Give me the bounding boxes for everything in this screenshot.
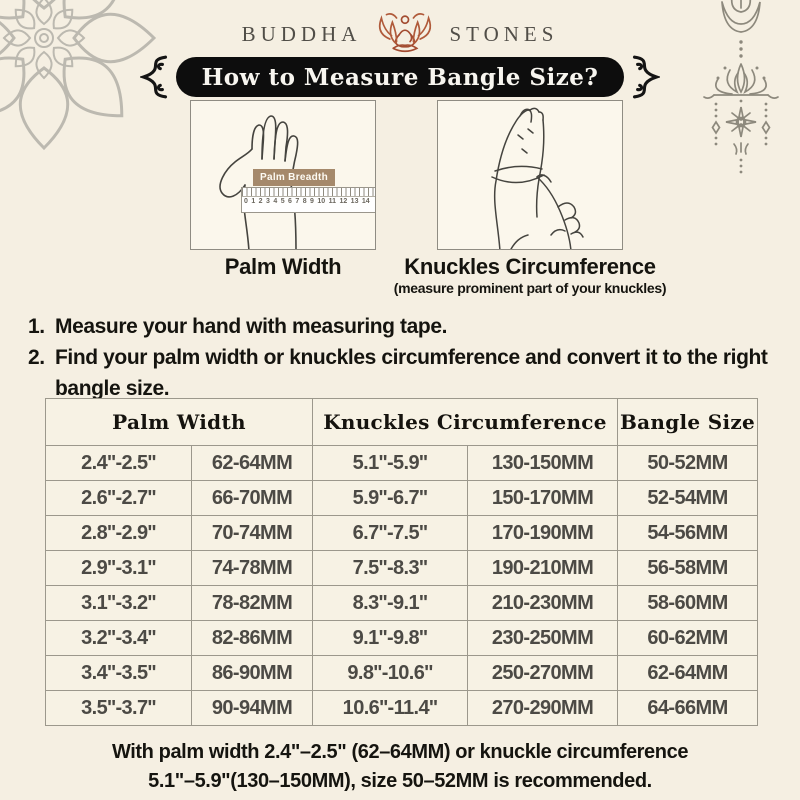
hands-measuring-icon xyxy=(491,107,584,249)
table-cell: 9.8''-10.6'' xyxy=(312,655,468,691)
table-cell: 3.4''-3.5'' xyxy=(45,655,192,691)
lotus-ornament-icon xyxy=(703,0,779,174)
table-row: 2.4''-2.5'' 62-64MM 5.1''-5.9'' 130-150MM 50… xyxy=(45,445,758,481)
recommendation-line-1: With palm width 2.4"–2.5" (62–64MM) or k… xyxy=(111,741,689,763)
table-cell: 3.2''-3.4'' xyxy=(45,620,192,656)
instruction-text: Find your palm width or knuckles circumf… xyxy=(55,346,768,401)
column-header-knuckles: Knuckles Circumference xyxy=(312,398,618,446)
table-cell: 190-210MM xyxy=(467,550,618,586)
table-cell: 62-64MM xyxy=(617,655,758,691)
table-cell: 130-150MM xyxy=(467,445,618,481)
column-header-bangle-size: Bangle Size xyxy=(617,398,758,446)
palm-width-caption: Palm Width xyxy=(224,254,342,279)
instruction-item: 2. Find your palm width or knuckles circ… xyxy=(28,342,788,404)
page-title: How to Measure Bangle Size? xyxy=(175,57,625,97)
table-cell: 52-54MM xyxy=(617,480,758,516)
table-row: 2.6''-2.7'' 66-70MM 5.9''-6.7'' 150-170MM 52… xyxy=(45,480,758,516)
flourish-left-icon xyxy=(139,55,167,99)
table-cell: 2.4''-2.5'' xyxy=(45,445,192,481)
table-cell: 50-52MM xyxy=(617,445,758,481)
size-conversion-table: Palm Width Knuckles Circumference Bangle… xyxy=(45,398,758,726)
table-row: 3.5''-3.7'' 90-94MM 10.6''-11.4'' 270-290MM… xyxy=(45,690,758,726)
recommendation-note: With palm width 2.4"–2.5" (62–64MM) or k… xyxy=(0,738,800,796)
table-header-row: Palm Width Knuckles Circumference Bangle… xyxy=(45,398,758,446)
table-cell: 70-74MM xyxy=(191,515,313,551)
table-cell: 5.9''-6.7'' xyxy=(312,480,468,516)
table-cell: 86-90MM xyxy=(191,655,313,691)
table-row: 3.2''-3.4'' 82-86MM 9.1''-9.8'' 230-250MM 60… xyxy=(45,620,758,656)
table-cell: 150-170MM xyxy=(467,480,618,516)
table-cell: 5.1''-5.9'' xyxy=(312,445,468,481)
mandala-icon xyxy=(0,0,157,151)
banner-row: How to Measure Bangle Size? xyxy=(0,55,800,99)
table-cell: 78-82MM xyxy=(191,585,313,621)
brand-text-right: STONES xyxy=(449,21,559,46)
instruction-item: 1. Measure your hand with measuring tape… xyxy=(28,311,788,342)
instructions-list: 1. Measure your hand with measuring tape… xyxy=(28,311,788,404)
table-cell: 8.3''-9.1'' xyxy=(312,585,468,621)
table-cell: 170-190MM xyxy=(467,515,618,551)
table-cell: 6.7''-7.5'' xyxy=(312,515,468,551)
recommendation-line-2: 5.1"–5.9"(130–150MM), size 50–52MM is re… xyxy=(148,770,652,792)
table-cell: 62-64MM xyxy=(191,445,313,481)
knuckles-caption: Knuckles Circumference xyxy=(404,254,656,279)
instruction-number: 2. xyxy=(28,346,45,370)
table-cell: 2.6''-2.7'' xyxy=(45,480,192,516)
palm-breadth-label: Palm Breadth xyxy=(253,169,336,186)
table-cell: 66-70MM xyxy=(191,480,313,516)
ruler-numbers: 0 1 2 3 4 5 6 7 8 9 10 11 12 13 14 xyxy=(244,198,370,205)
ruler: 0 1 2 3 4 5 6 7 8 9 10 11 12 13 14 xyxy=(241,187,375,213)
column-header-palm-width: Palm Width xyxy=(45,398,313,446)
table-row: 2.9''-3.1'' 74-78MM 7.5''-8.3'' 190-210MM 56… xyxy=(45,550,758,586)
knuckles-illustration xyxy=(437,100,623,250)
table-cell: 60-62MM xyxy=(617,620,758,656)
table-cell: 2.8''-2.9'' xyxy=(45,515,192,551)
table-cell: 74-78MM xyxy=(191,550,313,586)
table-cell: 58-60MM xyxy=(617,585,758,621)
table-cell: 250-270MM xyxy=(467,655,618,691)
table-cell: 3.1''-3.2'' xyxy=(45,585,192,621)
instruction-text: Measure your hand with measuring tape. xyxy=(55,315,448,338)
table-cell: 3.5''-3.7'' xyxy=(45,690,192,726)
lotus-meditation-logo-icon xyxy=(379,13,432,53)
knuckles-subcaption: (measure prominent part of your knuckles… xyxy=(393,280,667,296)
brand-text-left: BUDDHA xyxy=(241,21,362,46)
table-cell: 82-86MM xyxy=(191,620,313,656)
instruction-number: 1. xyxy=(28,315,45,338)
table-cell: 270-290MM xyxy=(467,690,618,726)
table-cell: 7.5''-8.3'' xyxy=(312,550,468,586)
palm-width-illustration: Palm Breadth 0 1 2 3 4 5 6 7 8 9 10 11 1… xyxy=(190,100,376,250)
table-cell: 54-56MM xyxy=(617,515,758,551)
table-row: 3.1''-3.2'' 78-82MM 8.3''-9.1'' 210-230MM 58… xyxy=(45,585,758,621)
table-cell: 90-94MM xyxy=(191,690,313,726)
table-cell: 210-230MM xyxy=(467,585,618,621)
table-cell: 56-58MM xyxy=(617,550,758,586)
table-cell: 2.9''-3.1'' xyxy=(45,550,192,586)
flourish-right-icon xyxy=(633,55,661,99)
table-cell: 64-66MM xyxy=(617,690,758,726)
ruler-ticks xyxy=(242,188,375,197)
table-row: 3.4''-3.5'' 86-90MM 9.8''-10.6'' 250-270MM 6… xyxy=(45,655,758,691)
brand-header: BUDDHA STONES xyxy=(0,8,800,60)
table-cell: 10.6''-11.4'' xyxy=(312,690,468,726)
table-cell: 230-250MM xyxy=(467,620,618,656)
table-cell: 9.1''-9.8'' xyxy=(312,620,468,656)
table-row: 2.8''-2.9'' 70-74MM 6.7''-7.5'' 170-190MM 54… xyxy=(45,515,758,551)
